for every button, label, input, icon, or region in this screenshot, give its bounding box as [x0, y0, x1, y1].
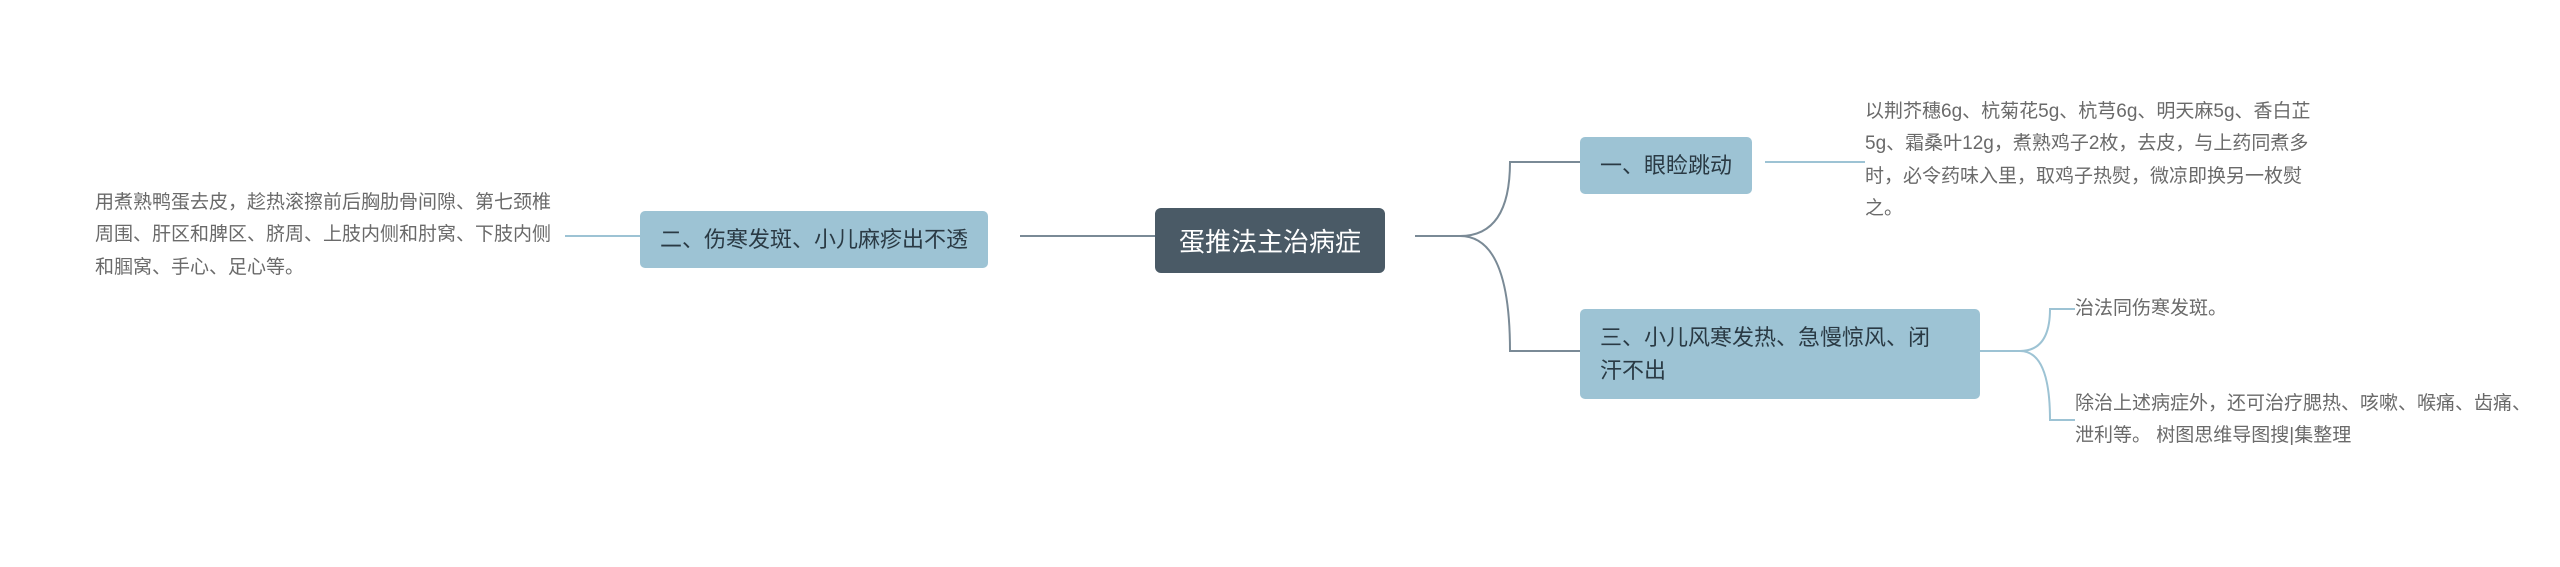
connector	[1415, 236, 1580, 351]
detail-node-3a: 治法同伤寒发斑。	[2075, 293, 2375, 325]
detail-node-3b: 除治上述病症外，还可治疗腮热、咳嗽、喉痛、齿痛、泄利等。 树图思维导图搜|集整理	[2075, 388, 2545, 453]
detail-node-1: 以荆芥穗6g、杭菊花5g、杭芎6g、明天麻5g、香白芷5g、霜桑叶12g，煮熟鸡…	[1865, 96, 2335, 225]
root-node[interactable]: 蛋推法主治病症	[1155, 208, 1385, 273]
connector	[1415, 162, 1580, 236]
connector	[1980, 351, 2075, 420]
mindmap-canvas: 蛋推法主治病症 二、伤寒发斑、小儿麻疹出不透 用煮熟鸭蛋去皮，趁热滚擦前后胸肋骨…	[0, 0, 2560, 567]
topic-node-1[interactable]: 一、眼睑跳动	[1580, 137, 1752, 194]
topic-node-2[interactable]: 二、伤寒发斑、小儿麻疹出不透	[640, 211, 988, 268]
topic-3-line1: 三、小儿风寒发热、急慢惊风、闭	[1600, 325, 1930, 350]
detail-node-2: 用煮熟鸭蛋去皮，趁热滚擦前后胸肋骨间隙、第七颈椎周围、肝区和脾区、脐周、上肢内侧…	[95, 187, 565, 284]
topic-3-line2: 汗不出	[1600, 358, 1666, 383]
topic-node-3[interactable]: 三、小儿风寒发热、急慢惊风、闭 汗不出	[1580, 309, 1980, 399]
connector	[1980, 309, 2075, 351]
